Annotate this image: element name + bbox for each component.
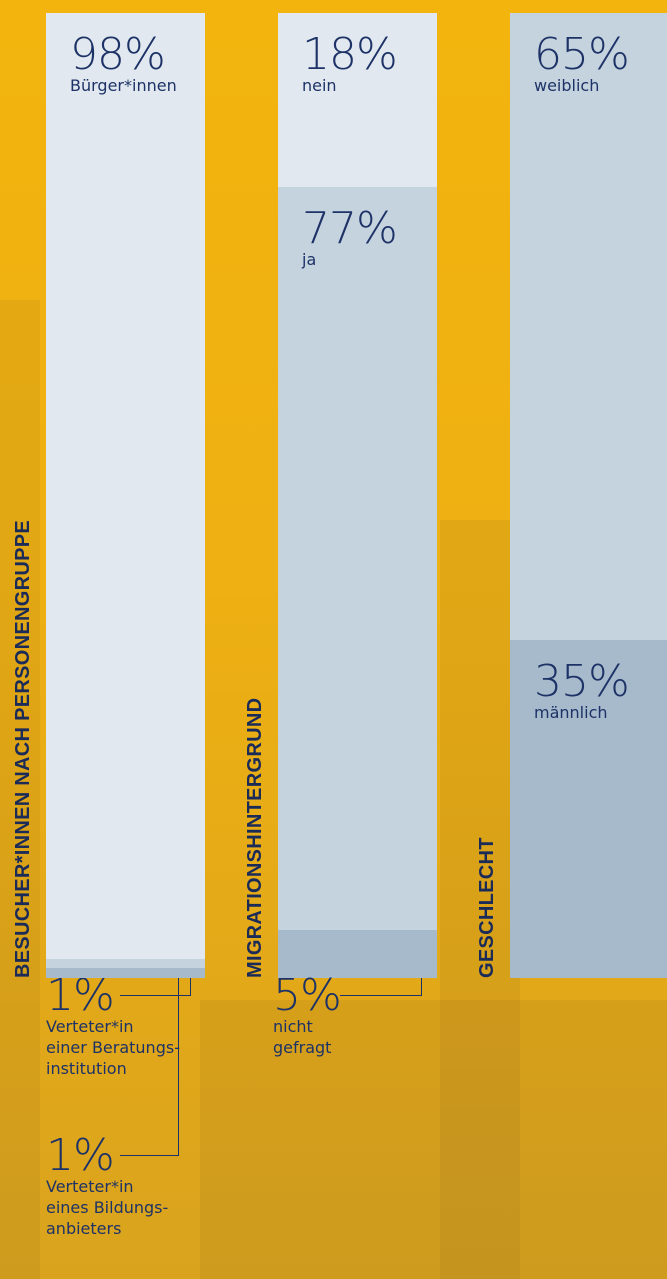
leader-line (120, 995, 191, 996)
value-label: 5% (273, 976, 341, 1016)
infographic: BESUCHER*INNEN NACH PERSONENGRUPPE 98%Bür… (0, 0, 667, 1279)
segment-label: männlich (534, 702, 608, 723)
background-shape (200, 1000, 667, 1279)
bar-segment (46, 13, 205, 959)
segment-label: weiblich (534, 75, 599, 96)
segment-label: Verteter*in einer Beratungs- institution (46, 1016, 180, 1079)
value-label: 98% (70, 35, 165, 75)
chart-title: BESUCHER*INNEN NACH PERSONENGRUPPE (12, 520, 35, 978)
segment-label: Bürger*innen (70, 75, 183, 96)
value-label: 18% (302, 35, 397, 75)
value-label: 77% (302, 209, 397, 249)
segment-label: nicht gefragt (273, 1016, 331, 1058)
bar-segment (46, 959, 205, 969)
segment-label: nein (302, 75, 337, 96)
value-label: 65% (534, 35, 629, 75)
bar-segment (510, 13, 667, 640)
leader-line (340, 995, 422, 996)
value-label: 35% (534, 662, 629, 702)
leader-line (120, 1155, 179, 1156)
chart-title: MIGRATIONSHINTERGRUND (244, 698, 267, 978)
bar-segment (46, 968, 205, 978)
segment-label: ja (302, 249, 316, 270)
value-label: 1% (46, 976, 114, 1016)
segment-label: Verteter*in eines Bildungs- anbieters (46, 1176, 168, 1239)
chart-title: GESCHLECHT (476, 837, 499, 978)
bar-segment (278, 187, 437, 930)
value-label: 1% (46, 1136, 114, 1176)
